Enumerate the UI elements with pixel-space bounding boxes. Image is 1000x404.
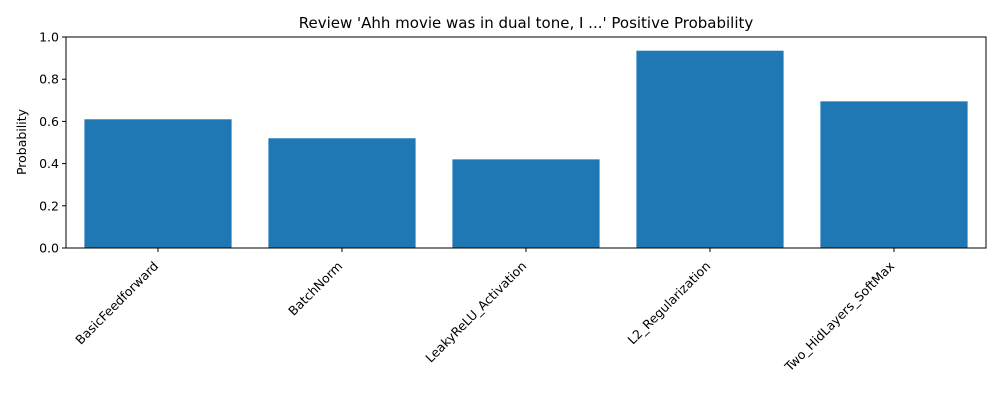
bar bbox=[452, 159, 600, 248]
y-tick-label: 0.0 bbox=[39, 241, 59, 256]
x-tick-label: BatchNorm bbox=[285, 258, 345, 318]
y-tick-label: 0.2 bbox=[39, 198, 59, 213]
y-tick-label: 0.8 bbox=[39, 72, 59, 87]
bar bbox=[84, 119, 232, 248]
y-axis-label: Probability bbox=[14, 108, 29, 175]
x-tick-label: BasicFeedforward bbox=[72, 258, 161, 347]
bar bbox=[820, 101, 968, 248]
x-tick-label: LeakyReLU_Activation bbox=[422, 258, 529, 365]
y-tick-label: 0.6 bbox=[39, 114, 59, 129]
y-tick-label: 0.4 bbox=[39, 156, 59, 171]
x-tick-label: L2_Regularization bbox=[624, 258, 713, 347]
x-tick-label: Two_HidLayers_SoftMax bbox=[781, 258, 897, 374]
bar bbox=[636, 50, 784, 249]
bar bbox=[268, 138, 416, 248]
y-tick-label: 1.0 bbox=[39, 30, 59, 45]
plot-area: 0.0 0.2 0.4 0.6 0.8 1.0 BasicFeedforward BatchN… bbox=[39, 30, 987, 375]
chart-title: Review 'Ahh movie was in dual tone, I ..… bbox=[299, 14, 754, 32]
